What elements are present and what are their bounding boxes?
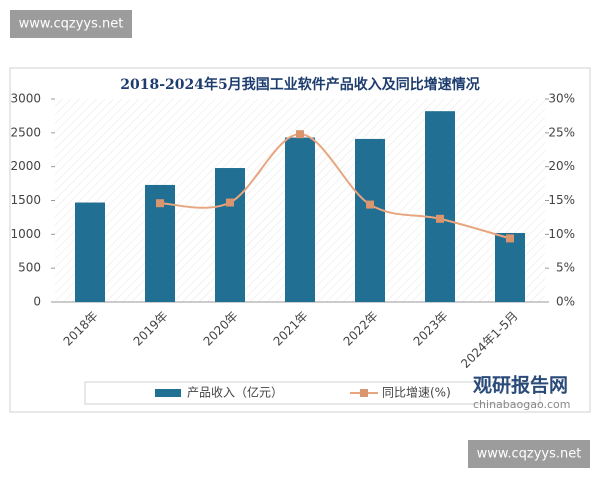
line-marker [156, 199, 164, 208]
bar [285, 137, 315, 302]
legend-swatch [360, 389, 368, 397]
line-marker [506, 234, 514, 243]
line-marker [366, 200, 374, 209]
y-tick-label: 2500 [10, 125, 41, 139]
legend-label: 产品收入（亿元） [187, 385, 283, 400]
y-tick-label: 2000 [10, 159, 41, 173]
y-tick-label: 0 [33, 295, 41, 309]
bar [425, 111, 455, 303]
y2-tick-label: 10% [548, 227, 575, 241]
y2-tick-label: 5% [556, 261, 575, 275]
logo-url: chinabaogao.com [473, 398, 571, 411]
bar [495, 232, 525, 302]
chart-title: 2018-2024年5月我国工业软件产品收入及同比增速情况 [120, 76, 479, 93]
y2-tick-label: 20% [548, 159, 575, 173]
y-tick-label: 1000 [10, 227, 41, 241]
bar [75, 202, 105, 302]
watermark: www.cqzyys.net [19, 17, 124, 32]
y2-tick-label: 25% [548, 125, 575, 139]
watermark-box [468, 440, 590, 468]
logo-name: 观研报告网 [473, 374, 568, 397]
watermark-box [10, 10, 132, 38]
legend-box [84, 381, 541, 405]
y2-tick-label: 0% [556, 295, 575, 309]
legend-swatch [155, 389, 181, 397]
watermark: www.cqzyys.net [477, 447, 582, 462]
line-marker [436, 214, 444, 223]
y2-tick-label: 15% [548, 193, 575, 207]
legend-label: 同比增速(%) [382, 386, 451, 400]
y-tick-label: 3000 [10, 92, 41, 106]
y-tick-label: 500 [18, 261, 41, 275]
line-marker [226, 198, 234, 207]
bar [215, 168, 245, 302]
y-tick-label: 1500 [10, 193, 41, 207]
y2-tick-label: 30% [548, 92, 575, 106]
line-marker [296, 130, 304, 139]
bar [355, 138, 385, 302]
